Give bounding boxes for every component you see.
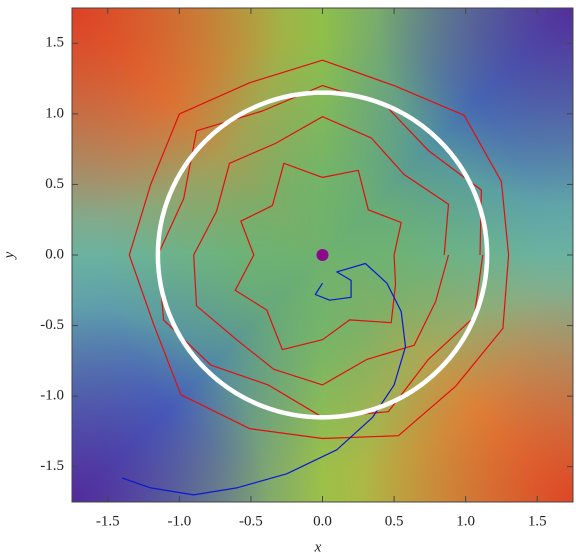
trajectory bbox=[128, 59, 510, 440]
x-tick-label: 0.5 bbox=[385, 513, 404, 529]
x-axis-label: x bbox=[314, 539, 322, 555]
x-tick-label: 0.0 bbox=[313, 513, 332, 529]
trajectory bbox=[193, 116, 450, 386]
x-tick-label: 1.0 bbox=[456, 513, 475, 529]
y-tick-label: 0.5 bbox=[45, 176, 64, 192]
y-axis-label: y bbox=[1, 251, 17, 260]
x-tick-label: 1.5 bbox=[528, 513, 547, 529]
y-tick-label: -1.5 bbox=[40, 458, 64, 474]
x-tick-label: -1.0 bbox=[167, 513, 191, 529]
y-tick-label: -1.0 bbox=[40, 388, 64, 404]
y-tick-label: -0.5 bbox=[40, 317, 64, 333]
x-tick-label: -1.5 bbox=[96, 513, 120, 529]
x-tick-label: -0.5 bbox=[239, 513, 263, 529]
limit-cycle bbox=[155, 90, 490, 420]
fixed-point bbox=[316, 249, 329, 261]
trajectory bbox=[234, 162, 402, 351]
trajectory bbox=[121, 262, 407, 496]
y-tick-label: 1.0 bbox=[45, 105, 64, 121]
y-tick-label: 1.5 bbox=[45, 35, 64, 51]
y-tick-label: 0.0 bbox=[45, 246, 64, 262]
